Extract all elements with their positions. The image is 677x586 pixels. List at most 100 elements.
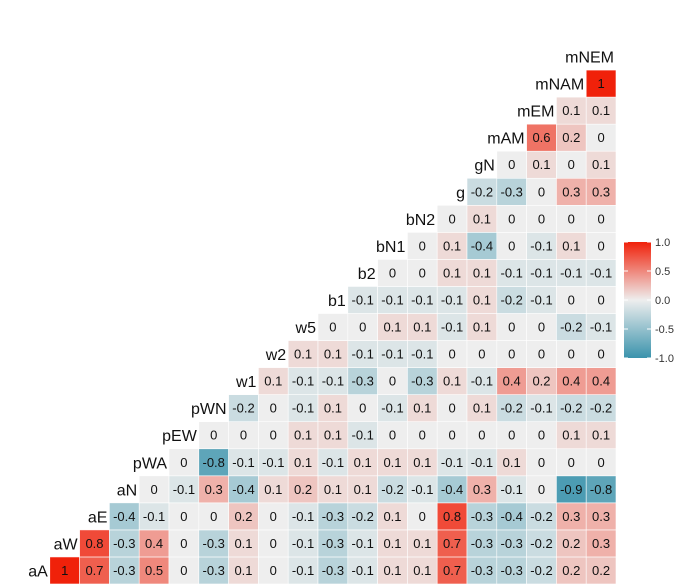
heatmap-cell [198,421,229,450]
cell-value-label: 0.1 [413,401,431,416]
heatmap-cell [436,421,468,450]
heatmap-cell [556,259,587,287]
cell-value-label: 0 [210,428,217,443]
cell-value-label: -0.8 [202,455,224,470]
cell-value-label: -0.3 [351,374,373,389]
cell-value-label: -0.1 [590,265,612,280]
cell-value-label: 0.1 [354,482,372,497]
cell-value-label: -0.1 [232,455,254,470]
cell-value-label: -0.3 [471,536,493,551]
cell-value-label: 0.4 [145,536,163,551]
cell-value-label: 0 [180,536,187,551]
cell-value-label: -0.3 [500,184,522,199]
heatmap-cell [436,502,468,531]
heatmap-cell [436,340,468,368]
cell-value-label: 0.3 [562,509,580,524]
cell-value-label: 0 [568,347,575,362]
cell-value-label: -0.1 [292,509,314,524]
heatmap-cell [556,340,587,368]
cell-value-label: -0.1 [292,374,314,389]
heatmap-cell [466,367,498,395]
heatmap-cell [496,421,527,450]
heatmap-cell [407,502,438,531]
cell-value-label: 0 [419,428,426,443]
variable-label: mNEM [565,50,614,67]
cell-value-label: -0.2 [590,401,612,416]
heatmap-cell [347,394,378,422]
cell-value-label: -0.3 [202,563,224,578]
heatmap-cell [526,367,557,395]
variable-label: pEW [162,428,198,445]
heatmap-cell [377,340,408,368]
heatmap-cell [496,205,527,233]
heatmap-cell [526,150,557,179]
heatmap-cell [526,448,557,477]
cell-value-label: -0.2 [560,320,582,335]
variable-label: gN [474,158,494,175]
cell-value-label: 0 [538,320,545,335]
variable-label: mAM [487,131,524,148]
heatmap-cell [198,475,229,504]
cell-value-label: 0.3 [592,536,610,551]
heatmap-cell [317,340,349,368]
cell-value-label: 0 [568,157,575,172]
heatmap-cell [585,556,617,585]
cell-value-label: 0.1 [443,238,461,253]
cell-value-label: -0.1 [381,401,403,416]
cell-value-label: 0 [478,428,485,443]
cell-value-label: -0.4 [471,238,493,253]
cell-value-label: -0.3 [471,563,493,578]
cell-value-label: 0.1 [324,482,342,497]
heatmap-cell [377,259,408,287]
cell-value-label: -0.2 [560,401,582,416]
heatmap-cell [407,313,438,341]
cell-value-label: 0.2 [592,563,610,578]
heatmap-cell [556,286,587,314]
cell-value-label: 0 [538,347,545,362]
heatmap-cell [466,394,498,422]
heatmap-cell [466,177,498,206]
cell-value-label: 0.3 [205,482,223,497]
cell-value-label: 0.1 [294,455,312,470]
heatmap-cell [496,150,527,179]
heatmap-cell [347,367,378,395]
heatmap-cell [258,448,289,477]
heatmap-cell [317,394,349,422]
heatmap-cell [347,340,378,368]
cell-value-label: -0.2 [381,482,403,497]
heatmap-cell [585,150,617,179]
heatmap-cell [436,232,468,260]
variable-label: pWN [191,401,227,418]
legend-tick-label: -0.5 [655,324,674,336]
cell-value-label: -0.1 [471,374,493,389]
heatmap-cell [407,259,438,287]
heatmap-cell [407,421,438,450]
heatmap-cell [109,502,140,531]
heatmap-cell [466,448,498,477]
cell-value-label: 0 [508,320,515,335]
cell-value-label: -0.1 [292,536,314,551]
heatmap-cell [496,367,527,395]
cell-value-label: 0 [538,482,545,497]
cell-value-label: 0.4 [592,374,610,389]
variable-label: w5 [295,320,317,337]
cell-value-label: 0 [180,563,187,578]
heatmap-cell [585,367,617,395]
cell-value-label: 0 [389,265,396,280]
cell-value-label: 0.1 [562,103,580,118]
cell-value-label: -0.3 [500,563,522,578]
heatmap-cell [377,502,408,531]
cell-value-label: -0.4 [500,509,522,524]
cell-value-label: -0.3 [202,536,224,551]
heatmap-cell [287,475,319,504]
cell-value-label: 0 [538,428,545,443]
cell-value-label: 0.1 [443,374,461,389]
cell-value-label: 0 [270,563,277,578]
variable-label: mNAM [535,77,584,94]
cell-value-label: 0.3 [592,509,610,524]
cell-value-label: 0 [359,320,366,335]
cell-value-label: -0.1 [590,320,612,335]
cell-value-label: 0 [419,238,426,253]
heatmap-cell [526,259,557,287]
heatmap-cell [79,529,110,558]
